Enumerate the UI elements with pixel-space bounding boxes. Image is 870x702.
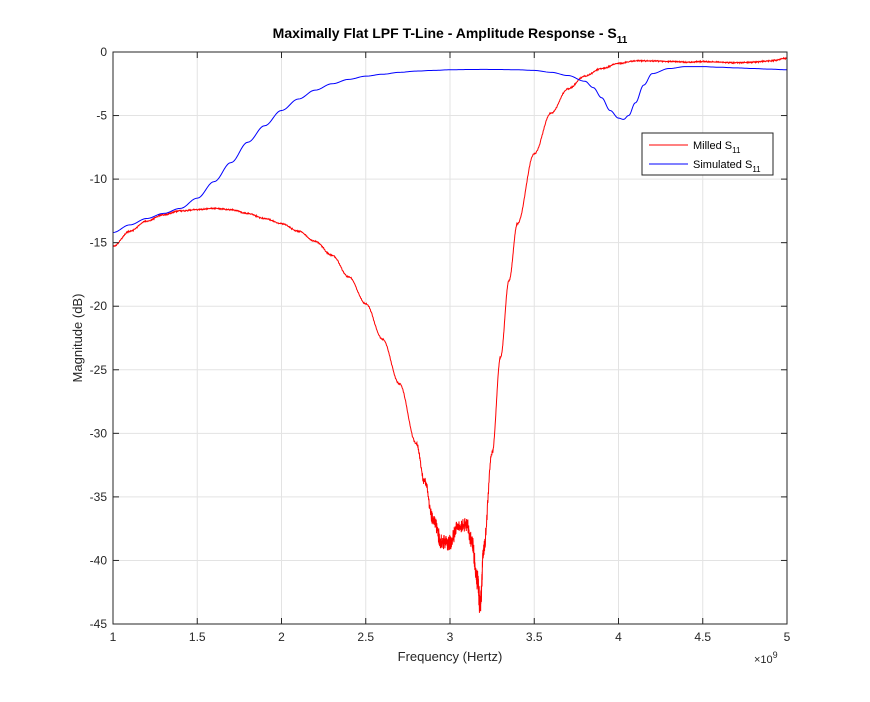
x-tick-label: 4.5 — [694, 630, 711, 644]
x-tick-label: 2 — [278, 630, 285, 644]
legend: Milled S11 Simulated S11 — [641, 132, 774, 176]
x-tick-label: 2.5 — [357, 630, 374, 644]
legend-label-1: Simulated S11 — [693, 159, 761, 174]
y-tick-label: -25 — [90, 363, 108, 377]
x-tick-label: 5 — [784, 630, 791, 644]
y-tick-label: -30 — [90, 426, 108, 440]
y-tick-label: -15 — [90, 236, 108, 250]
legend-box — [641, 132, 774, 176]
y-tick-label: -40 — [90, 553, 108, 567]
y-tick-label: -35 — [90, 490, 108, 504]
series-line-0 — [113, 56, 787, 613]
x-tick-label: 1 — [110, 630, 117, 644]
chart-title: Maximally Flat LPF T-Line - Amplitude Re… — [273, 25, 628, 46]
y-tick-label: -20 — [90, 299, 108, 313]
y-tick-label: -10 — [90, 172, 108, 186]
y-tick-label: 0 — [100, 45, 107, 59]
x-axis-label: Frequency (Hertz) — [398, 649, 503, 664]
y-tick-label: -5 — [96, 109, 107, 123]
legend-label-0: Milled S11 — [693, 140, 741, 155]
x-tick-label: 4 — [615, 630, 622, 644]
series-line-1 — [113, 66, 787, 233]
y-tick-label: -45 — [90, 617, 108, 631]
x-tick-label: 3 — [447, 630, 454, 644]
x-exponent-label: ×109 — [754, 650, 778, 666]
x-tick-label: 3.5 — [526, 630, 543, 644]
y-axis-label: Magnitude (dB) — [70, 294, 85, 383]
x-tick-label: 1.5 — [189, 630, 206, 644]
